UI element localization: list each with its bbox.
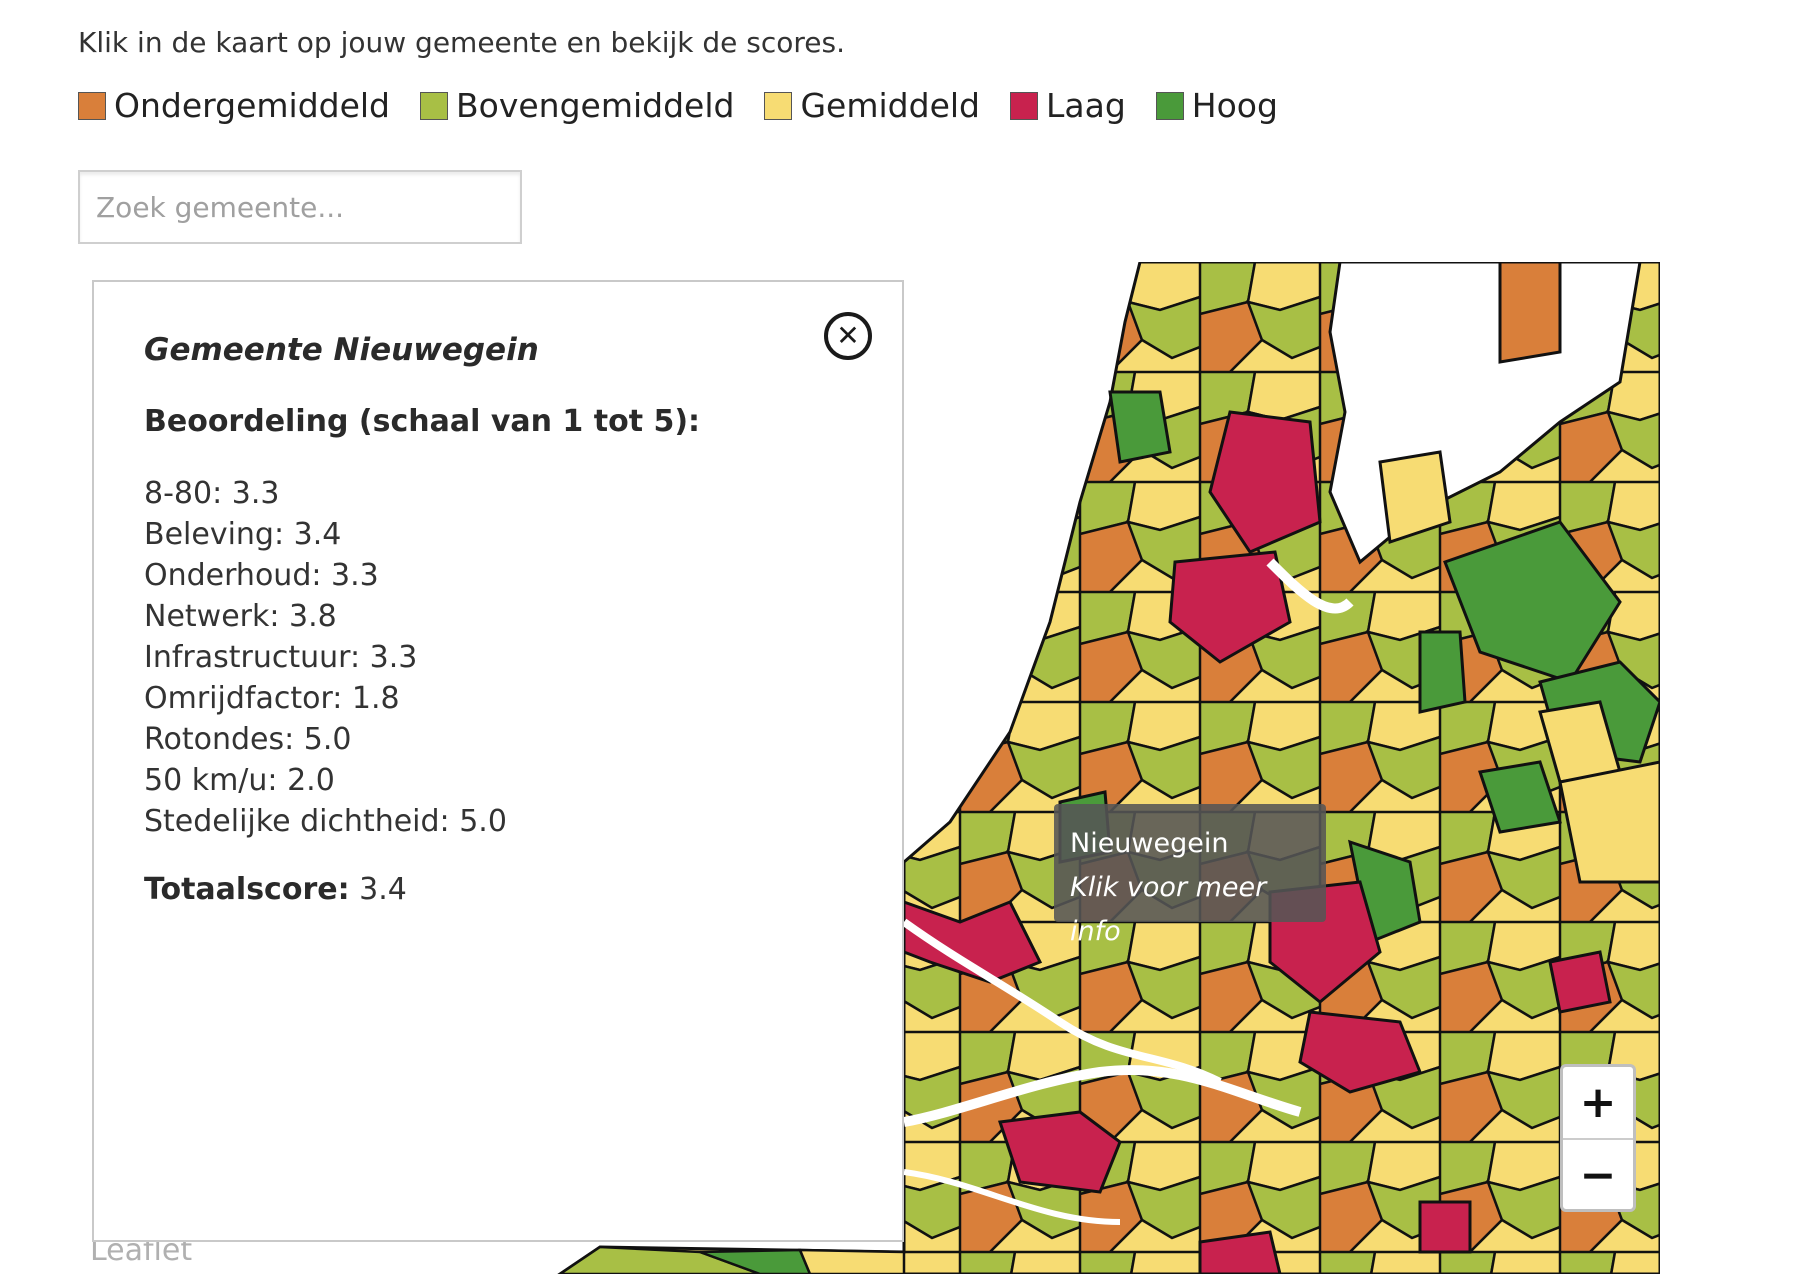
- zoom-control: + −: [1560, 1064, 1636, 1212]
- total-score: Totaalscore: 3.4: [144, 872, 852, 907]
- score-list: 8-80: 3.3 Beleving: 3.4 Onderhoud: 3.3 N…: [144, 473, 852, 842]
- legend-swatch: [78, 91, 106, 120]
- legend-swatch: [420, 91, 449, 120]
- legend-label: Ondergemiddeld: [114, 86, 391, 125]
- total-value: 3.4: [349, 872, 407, 907]
- municipality[interactable]: [1443, 520, 1622, 684]
- municipality[interactable]: [1168, 550, 1292, 664]
- river: [901, 918, 1222, 1086]
- map-tooltip: Nieuwegein Klik voor meer info: [1054, 804, 1326, 947]
- municipality[interactable]: [1108, 390, 1172, 464]
- legend-label: Laag: [1046, 86, 1126, 125]
- zoom-out-button[interactable]: −: [1579, 1150, 1617, 1201]
- legend-swatch: [764, 91, 793, 120]
- score-item: Infrastructuur: 3.3: [144, 640, 418, 675]
- legend-label: Gemiddeld: [800, 86, 980, 125]
- municipality[interactable]: [1548, 950, 1612, 1014]
- score-item: Beleving: 3.4: [144, 517, 342, 552]
- score-item: Netwerk: 3.8: [144, 599, 337, 634]
- municipality[interactable]: [997, 1110, 1122, 1194]
- municipality[interactable]: [1198, 1230, 1282, 1274]
- legend: Ondergemiddeld Bovengemiddeld Gemiddeld …: [78, 86, 1308, 125]
- legend-item-gemiddeld: Gemiddeld: [764, 86, 980, 125]
- municipality[interactable]: [1498, 262, 1562, 364]
- municipality[interactable]: [1418, 630, 1467, 714]
- score-item: Onderhoud: 3.3: [144, 558, 379, 593]
- legend-item-hoog: Hoog: [1155, 86, 1278, 125]
- map[interactable]: [0, 262, 1660, 1274]
- search-input[interactable]: [78, 170, 522, 244]
- municipality[interactable]: [1418, 1200, 1472, 1254]
- close-icon[interactable]: ✕: [824, 312, 872, 360]
- map-canvas[interactable]: [0, 262, 1660, 1274]
- tooltip-hint: Klik voor meer info: [1070, 872, 1267, 947]
- legend-item-ondergemiddeld: Ondergemiddeld: [78, 86, 390, 125]
- municipality[interactable]: [1298, 1010, 1423, 1094]
- score-item: Omrijdfactor: 1.8: [144, 681, 400, 716]
- river: [903, 1065, 1302, 1127]
- municipality[interactable]: [1478, 760, 1562, 834]
- river: [903, 1169, 1121, 1225]
- municipality[interactable]: [1558, 760, 1660, 884]
- score-item: 50 km/u: 2.0: [144, 763, 335, 798]
- legend-item-bovengemiddeld: Bovengemiddeld: [420, 86, 734, 125]
- municipality[interactable]: [1208, 410, 1322, 554]
- score-item: Stedelijke dichtheid: 5.0: [144, 804, 507, 839]
- municipality[interactable]: [699, 1248, 812, 1274]
- total-label: Totaalscore:: [144, 872, 350, 907]
- legend-swatch: [1010, 91, 1038, 120]
- legend-item-laag: Laag: [1010, 86, 1126, 125]
- municipality[interactable]: [798, 1248, 906, 1274]
- score-item: 8-80: 3.3: [144, 476, 280, 511]
- score-item: Rotondes: 5.0: [144, 722, 352, 757]
- zoom-in-button[interactable]: +: [1563, 1067, 1633, 1140]
- municipality[interactable]: [902, 899, 1043, 984]
- info-panel: ✕ Gemeente Nieuwegein Beoordeling (schaa…: [92, 280, 904, 1242]
- legend-label: Hoog: [1191, 86, 1278, 125]
- panel-title: Gemeente Nieuwegein: [144, 332, 539, 368]
- legend-swatch: [1155, 91, 1184, 120]
- legend-label: Bovengemiddeld: [456, 86, 735, 125]
- tooltip-name: Nieuwegein: [1070, 828, 1229, 859]
- municipality[interactable]: [1378, 450, 1452, 545]
- river: [1266, 558, 1354, 614]
- intro-text: Klik in de kaart op jouw gemeente en bek…: [78, 26, 846, 59]
- panel-subtitle: Beoordeling (schaal van 1 tot 5):: [144, 404, 701, 439]
